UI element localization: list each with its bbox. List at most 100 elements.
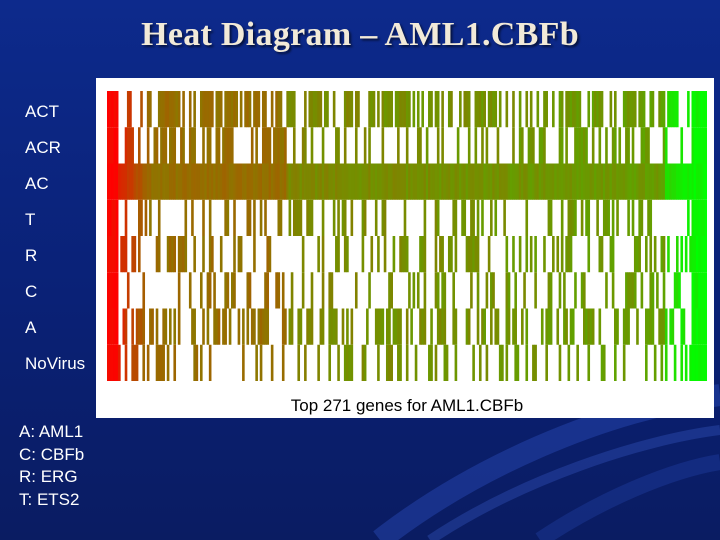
heatmap-cell — [173, 163, 177, 200]
heatmap-cell — [259, 344, 263, 381]
heatmap-cell — [512, 91, 515, 128]
heatmap-cell — [702, 344, 706, 381]
heatmap-cell — [107, 344, 110, 381]
heatmap-cell — [494, 308, 498, 345]
heatmap-cell — [578, 127, 582, 164]
heatmap-cell — [616, 199, 619, 236]
heatmap-cell — [691, 308, 695, 345]
heatmap-cell — [649, 236, 653, 273]
heatmap-cell — [202, 91, 205, 128]
heatmap-cell — [645, 236, 648, 273]
heatmap-cell — [199, 91, 203, 128]
heatmap-cell — [627, 91, 630, 128]
heatmap-cell — [266, 127, 270, 164]
heatmap-cell — [478, 163, 482, 200]
heatmap-cell — [321, 163, 325, 200]
heatmap-cell — [219, 163, 223, 200]
heatmap-cell — [565, 163, 568, 200]
heatmap-cell — [177, 91, 181, 128]
legend-item: A: AML1 — [19, 422, 84, 441]
heatmap-cell — [277, 127, 281, 164]
heatmap-cell — [354, 163, 358, 200]
heatmap-cell — [496, 127, 500, 164]
legend-item: T: ETS2 — [19, 489, 80, 509]
heatmap-cell — [310, 127, 314, 164]
heatmap-cell — [525, 199, 529, 236]
heatmap-cell — [308, 163, 312, 200]
heatmap-cell — [215, 163, 219, 200]
heatmap-cell — [111, 272, 115, 309]
heatmap-cell — [255, 163, 258, 200]
heatmap-cell — [226, 199, 230, 236]
heatmap-cell — [206, 272, 210, 309]
heatmap-cell — [215, 308, 219, 345]
heatmap-cell — [115, 127, 119, 164]
heatmap-cell — [226, 163, 230, 200]
heatmap-cell — [472, 344, 475, 381]
heatmap-cell — [693, 199, 697, 236]
heatmap-cell — [162, 127, 165, 164]
heatmap-cell — [310, 163, 314, 200]
heatmap-cell — [501, 344, 504, 381]
heatmap-cell — [476, 272, 480, 309]
heatmap-cell — [222, 308, 225, 345]
heatmap-cell — [445, 344, 449, 381]
heatmap-cell — [556, 308, 560, 345]
heatmap-cell — [516, 163, 520, 200]
heatmap-cell — [428, 163, 431, 200]
heatmap-cell — [461, 163, 464, 200]
heatmap-cell — [521, 163, 524, 200]
heatmap-cell — [228, 308, 232, 345]
heatmap-cell — [405, 127, 409, 164]
heatmap-cell — [109, 127, 112, 164]
heatmap-cell — [702, 91, 706, 128]
heatmap-cell — [481, 308, 484, 345]
heatmap-cell — [295, 199, 298, 236]
heatmap-cell — [638, 91, 641, 128]
heatmap-cell — [317, 236, 320, 273]
heatmap-cell — [454, 163, 458, 200]
heatmap-cell — [490, 163, 493, 200]
heatmap-cell — [428, 344, 431, 381]
heatmap-cell — [142, 344, 146, 381]
heatmap-cell — [627, 127, 630, 164]
heatmap-cell — [255, 91, 258, 128]
heatmap-cell — [237, 236, 241, 273]
heatmap-cell — [149, 163, 152, 200]
heatmap-cell — [629, 272, 633, 309]
heatmap-cell — [556, 236, 560, 273]
heatmap-cell — [684, 344, 688, 381]
heatmap-cell — [135, 163, 139, 200]
heatmap-cell — [206, 308, 210, 345]
heatmap-cell — [275, 127, 278, 164]
heatmap-cell — [233, 199, 236, 236]
heatmap-cell — [279, 199, 283, 236]
heatmap-cell — [219, 236, 223, 273]
heatmap-cell — [301, 272, 305, 309]
heatmap-cell — [233, 236, 236, 273]
heatmap-cell — [153, 127, 157, 164]
heatmap-cell — [698, 91, 701, 128]
heatmap-cell — [401, 163, 405, 200]
legend-item: R: ERG — [19, 467, 78, 486]
heatmap-cell — [157, 236, 161, 273]
heatmap-cell — [571, 91, 575, 128]
heatmap-cell — [629, 163, 633, 200]
heatmap-cell — [664, 163, 668, 200]
heatmap-cell — [193, 163, 196, 200]
heatmap-cell — [667, 236, 670, 273]
heatmap-cell — [180, 236, 183, 273]
heatmap-cell — [215, 127, 219, 164]
heatmap-cell — [687, 163, 690, 200]
heatmap-cell — [191, 199, 194, 236]
heatmap-cell — [609, 91, 613, 128]
heatmap-cell — [700, 308, 703, 345]
heatmap-cell — [560, 236, 564, 273]
heatmap-cell — [326, 91, 329, 128]
heatmap-cell — [452, 272, 455, 309]
heatmap-cell — [277, 91, 281, 128]
heatmap-cell — [273, 127, 276, 164]
heatmap-cell — [631, 91, 635, 128]
heatmap-cell — [434, 199, 438, 236]
heatmap-cell — [625, 127, 628, 164]
